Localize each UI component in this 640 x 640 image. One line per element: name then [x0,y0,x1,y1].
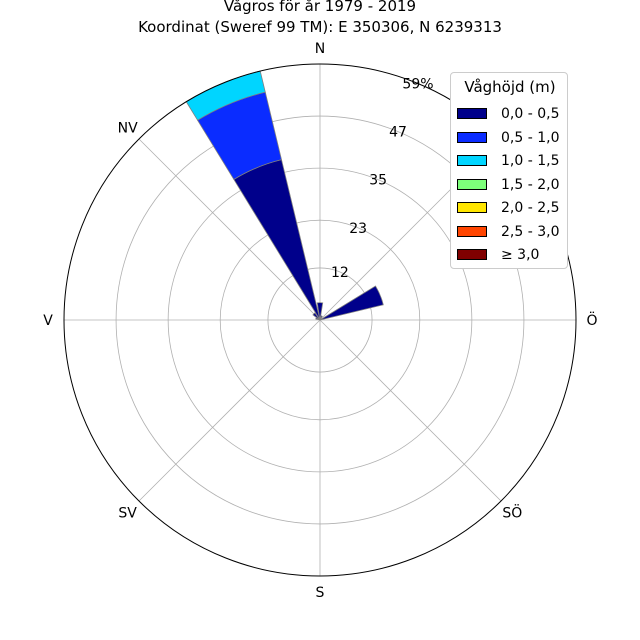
bar-segment [319,285,384,321]
compass-label: NV [118,121,138,137]
radial-tick-label: 59% [402,76,433,92]
legend-swatch [457,108,487,119]
grid-ring [115,115,525,525]
bar-segment [316,302,324,321]
legend-swatch [457,155,487,166]
grid-ring [219,219,421,421]
legend-swatch [457,225,487,237]
legend-entry: 1,0 - 1,5 [457,152,567,170]
grid-ring [167,167,473,473]
compass-label: S [316,585,325,601]
legend-swatch [457,131,487,143]
legend-entry: 0,0 - 0,5 [457,105,567,123]
legend-entry: 2,5 - 3,0 [457,223,567,241]
grid-spoke [138,138,321,321]
legend: Våghöjd (m) 0,0 - 0,5 0,5 - 1,0 1,0 - 1,5 1… [450,72,568,269]
radial-tick-label: 23 [349,221,367,237]
frame-layer [63,63,577,577]
chart-title: Vågros för år 1979 - 2019 [223,0,417,15]
legend-label: ≥ 3,0 [501,247,540,263]
label-layer: N Ö SÖ S SV V NV 12 23 35 47 59% [43,41,597,601]
legend-entry: ≥ 3,0 [457,246,567,264]
radial-tick-label: 35 [369,173,387,189]
grid-ring [267,267,373,373]
grid-spoke [319,319,502,502]
compass-label: SV [118,505,137,521]
compass-label: V [43,313,53,329]
bars-layer [185,70,384,321]
legend-label: 0,5 - 1,0 [501,129,560,146]
legend-swatch [457,202,487,213]
legend-swatch [457,178,487,190]
chart-subtitle: Koordinat (Sweref 99 TM): E 350306, N 62… [138,18,502,36]
legend-label: 2,0 - 2,5 [501,200,560,216]
legend-label: 0,0 - 0,5 [501,106,560,122]
legend-swatch [457,249,487,260]
legend-title: Våghöjd (m) [464,78,556,96]
legend-entry: 1,5 - 2,0 [457,176,567,194]
bar-segment [319,315,323,321]
bar-segment [312,312,321,321]
bar-segment [233,159,321,321]
legend-label: 2,5 - 3,0 [501,223,560,240]
legend-entry: 2,0 - 2,5 [457,199,567,217]
legend-label: 1,0 - 1,5 [501,153,560,169]
legend-entry: 0,5 - 1,0 [457,129,567,147]
compass-label: N [315,41,325,57]
compass-label: Ö [586,311,597,329]
grid-spoke [138,319,321,502]
radial-tick-label: 12 [331,265,349,281]
polar-frame [63,63,577,577]
compass-label: SÖ [502,503,522,521]
legend-label: 1,5 - 2,0 [501,176,560,193]
radial-tick-label: 47 [389,125,407,141]
